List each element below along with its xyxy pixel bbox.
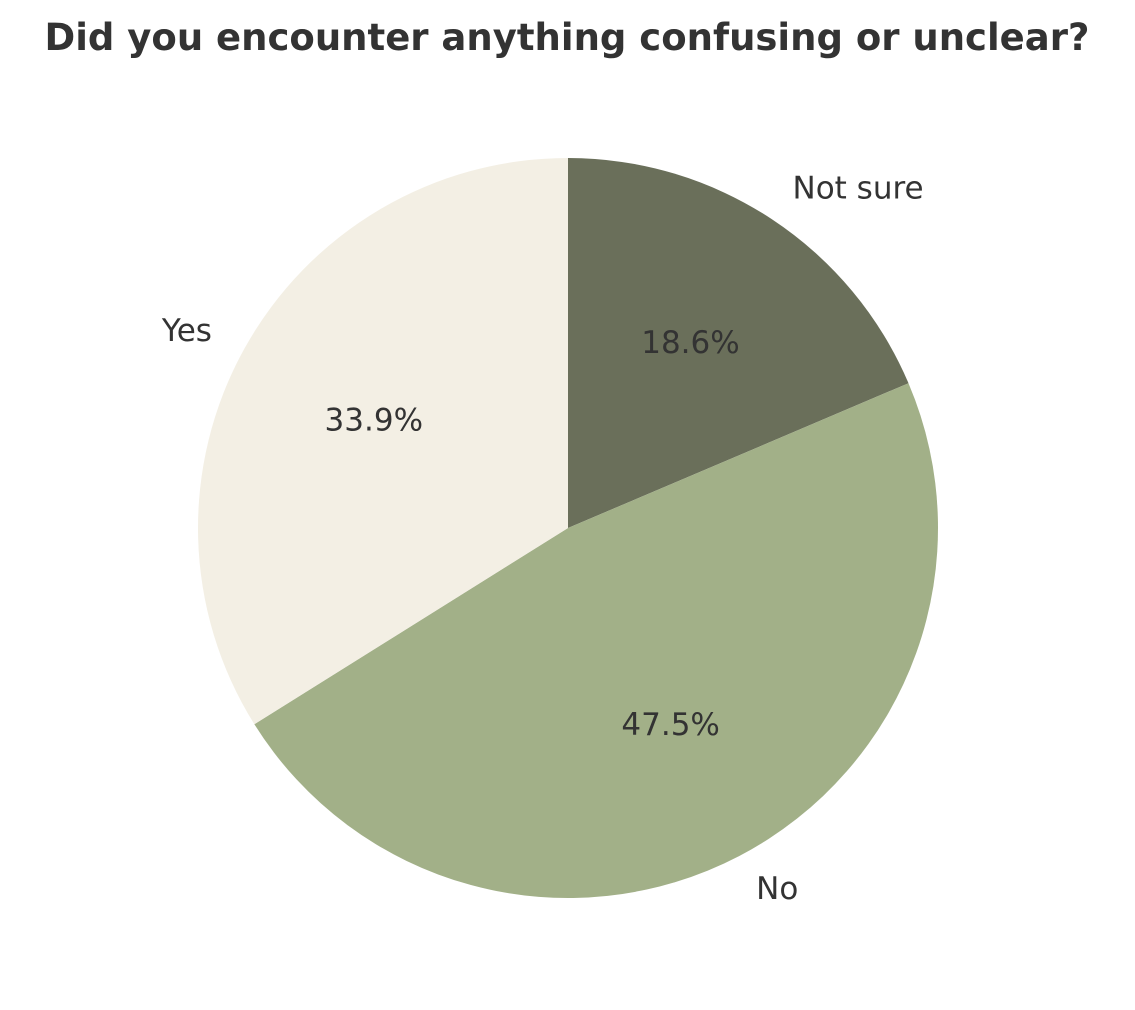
pie-slice-yes <box>198 158 568 725</box>
chart-title: Did you encounter anything confusing or … <box>45 16 1090 59</box>
slice-percent-no: 47.5% <box>621 707 719 743</box>
slice-label-not-sure: Not sure <box>793 171 924 207</box>
pie-labels: Not sure 18.6% No 47.5% Yes 33.9% <box>161 171 924 907</box>
slice-label-yes: Yes <box>161 313 212 349</box>
slice-label-no: No <box>756 871 798 907</box>
slice-percent-not-sure: 18.6% <box>641 325 739 361</box>
pie-slice-not-sure <box>568 158 909 528</box>
pie-slice-no <box>254 383 939 899</box>
pie-slices <box>198 158 939 899</box>
slice-percent-yes: 33.9% <box>325 402 423 438</box>
